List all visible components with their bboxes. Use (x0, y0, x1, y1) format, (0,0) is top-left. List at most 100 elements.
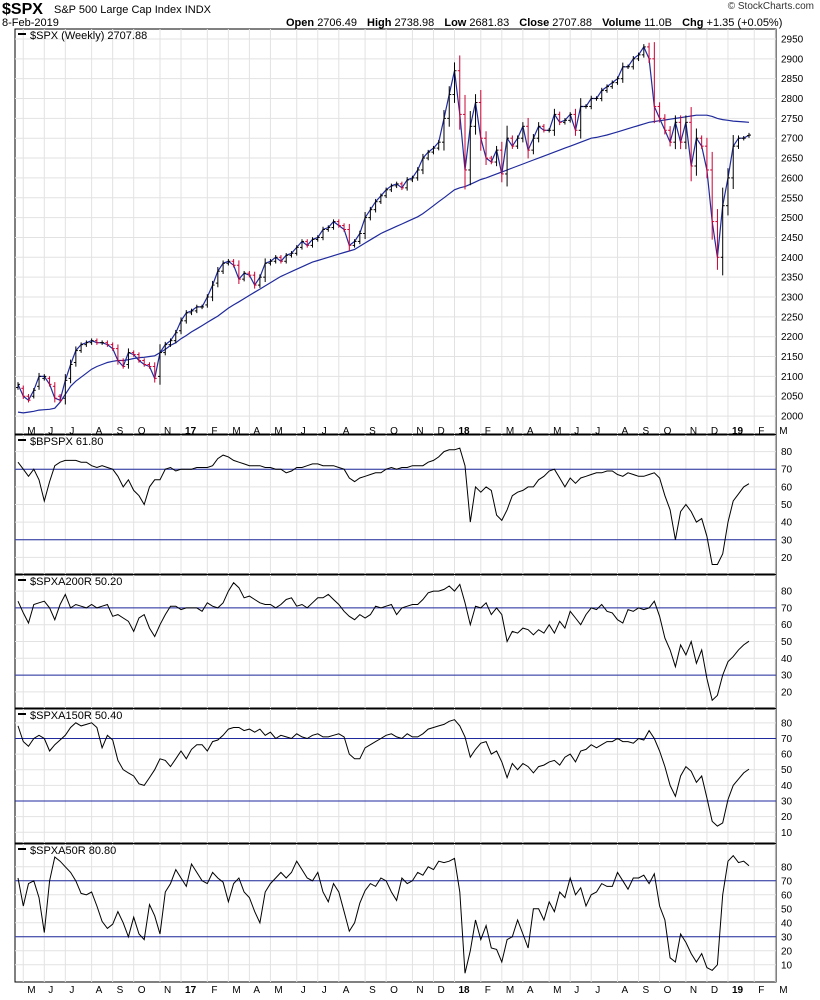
ohlc-bar (610, 80, 615, 89)
ohlc-bar (484, 131, 489, 166)
panel-0: 2000 2050 2100 2150 2200 2250 2300 2350 2400 2450… (14, 28, 804, 435)
x-axis-label: O (138, 426, 146, 437)
x-axis-label: O (664, 985, 672, 996)
legend-swatch (18, 579, 26, 581)
ohlc-bar (678, 115, 683, 150)
x-axis-label: J (48, 985, 53, 996)
indicator-line (17, 447, 750, 565)
ohlc-bar (578, 98, 583, 139)
y-tick-label: 60 (781, 482, 793, 493)
x-axis-label: J (301, 426, 306, 437)
y-tick-label: 2050 (781, 392, 804, 403)
ohlc-bar (394, 181, 399, 189)
ohlc-bar (583, 104, 588, 109)
ohlc-bar (647, 42, 652, 63)
x-axis-label: S (643, 985, 650, 996)
ohlc-bar (531, 134, 536, 155)
ohlc-bar (200, 304, 205, 310)
ohlc-bar (357, 230, 362, 245)
ohlc-bar (378, 193, 383, 204)
x-axis-label: J (301, 985, 306, 996)
y-tick-label: 2850 (781, 74, 804, 85)
x-axis-label: S (117, 426, 124, 437)
change-label: Chg (682, 17, 704, 29)
legend-swatch (18, 848, 26, 850)
y-tick-label: 40 (781, 654, 793, 665)
y-tick-label: 30 (781, 671, 793, 682)
x-axis-label: 17 (185, 426, 197, 437)
x-axis-label: J (595, 426, 600, 437)
ohlc-bar (431, 145, 436, 155)
x-axis-label: M (274, 426, 282, 437)
ohlc-bar (257, 274, 262, 288)
ohlc-bar (731, 135, 736, 190)
y-tick-label: 2750 (781, 114, 804, 125)
ohlc-bar (410, 175, 415, 183)
y-tick-label: 2900 (781, 54, 804, 65)
low-value: 2681.83 (469, 17, 510, 29)
ohlc-bar (541, 124, 546, 133)
x-axis-label: O (138, 985, 146, 996)
x-axis-label: O (390, 985, 398, 996)
ohlc-bar (652, 42, 657, 124)
quote-summary: Open 2706.49 High 2738.98 Low 2681.83 Cl… (286, 17, 789, 29)
y-tick-label: 2250 (781, 312, 804, 323)
symbol-label: $SPX (2, 1, 43, 18)
ohlc-bar (310, 237, 315, 248)
y-tick-label: 50 (781, 765, 793, 776)
ohlc-bar (368, 206, 373, 221)
x-axis-label: 18 (458, 426, 470, 437)
ohlc-bar (557, 111, 562, 126)
y-tick-label: 2200 (781, 332, 804, 343)
ohlc-bar (689, 107, 694, 182)
ohlc-bar (305, 239, 310, 248)
x-axis-label: N (416, 985, 423, 996)
ohlc-bar (573, 108, 578, 136)
change-value: +1.35 (+0.05%) (706, 17, 783, 29)
x-axis-label: J (574, 985, 579, 996)
security-name: S&P 500 Large Cap Index INDX (54, 4, 211, 16)
panel-frame (14, 708, 777, 844)
ohlc-bar (284, 253, 289, 264)
y-tick-label: 40 (781, 781, 793, 792)
x-axis-label: M (506, 985, 514, 996)
ohlc-bar (710, 151, 715, 240)
ohlc-bar (520, 122, 525, 143)
x-axis-label: F (211, 426, 217, 437)
ohlc-bar (342, 223, 347, 232)
x-axis-label: A (343, 426, 350, 437)
x-axis-label: J (69, 985, 74, 996)
panel-title: $SPXA200R 50.20 (30, 576, 122, 588)
ohlc-bar (636, 52, 641, 62)
y-tick-label: 50 (781, 637, 793, 648)
ohlc-bar (347, 223, 352, 251)
x-axis-label: N (690, 985, 697, 996)
x-axis-label: J (48, 426, 53, 437)
ohlc-bar (321, 226, 326, 241)
y-tick-label: 80 (781, 447, 793, 458)
ohlc-bar (352, 239, 357, 248)
ohlc-bar (641, 44, 646, 58)
ohlc-bar (384, 187, 389, 198)
x-axis-label: D (437, 426, 444, 437)
ohlc-bar (242, 270, 247, 282)
x-axis-label: O (664, 426, 672, 437)
indicator-line (17, 581, 750, 702)
y-tick-label: 2100 (781, 372, 804, 383)
x-axis-label: A (96, 985, 103, 996)
ohlc-bar (568, 112, 573, 123)
ohlc-bar (683, 115, 688, 150)
y-tick-label: 2150 (781, 352, 804, 363)
y-tick-label: 60 (781, 890, 793, 901)
y-tick-label: 2400 (781, 253, 804, 264)
ohlc-bar (599, 87, 604, 102)
y-tick-label: 2450 (781, 233, 804, 244)
ohlc-bar (473, 94, 478, 135)
ohlc-bar (58, 394, 63, 403)
as-of-date: 8-Feb-2019 (2, 17, 59, 29)
x-axis-label: M (779, 985, 787, 996)
ohlc-bar (720, 187, 725, 276)
x-axis-label: A (622, 426, 629, 437)
x-axis-label: F (758, 985, 764, 996)
x-axis-label: M (553, 426, 561, 437)
